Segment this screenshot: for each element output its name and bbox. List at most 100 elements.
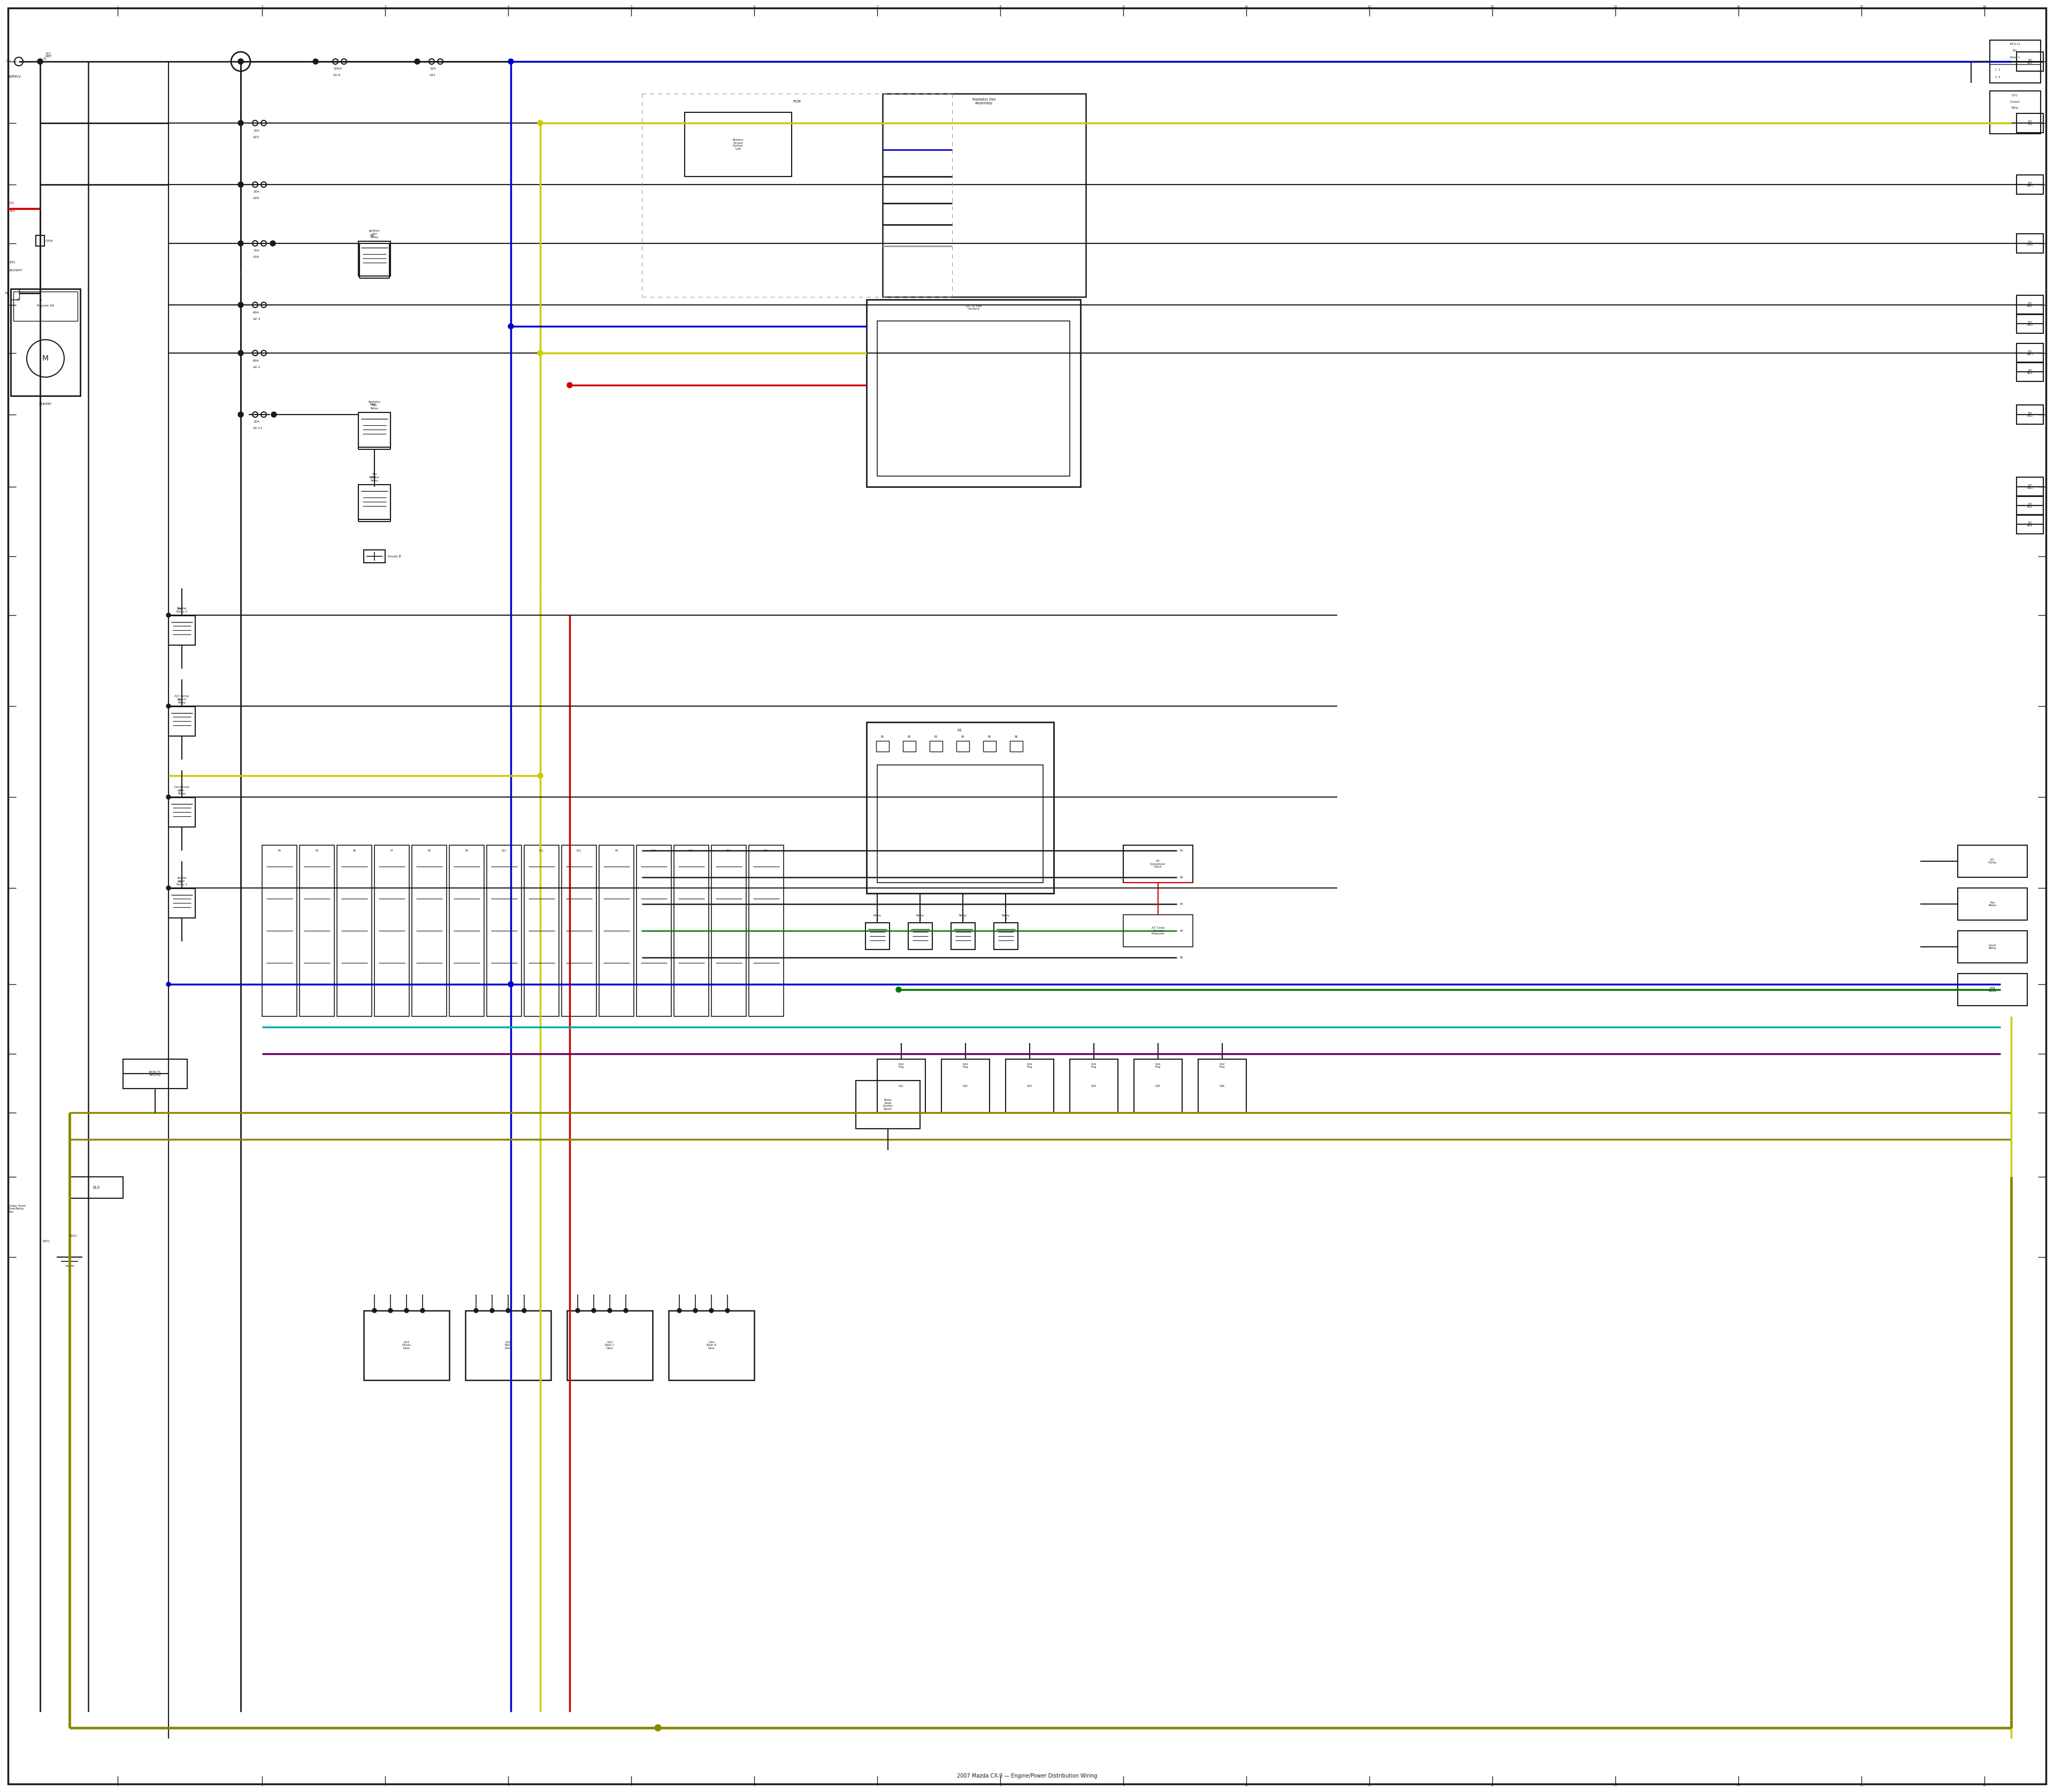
Text: Diode B: Diode B: [388, 556, 401, 557]
Bar: [951, 923, 976, 950]
Bar: [567, 1310, 653, 1380]
Bar: [877, 740, 889, 751]
Circle shape: [538, 351, 542, 357]
Text: P4: P4: [614, 849, 618, 851]
Text: P4: P4: [1179, 930, 1183, 932]
Text: ELD: ELD: [92, 1186, 101, 1190]
Text: 10A: 10A: [253, 190, 259, 194]
Text: 16: 16: [1982, 1785, 1986, 1787]
Circle shape: [271, 240, 275, 246]
Bar: [1990, 91, 2040, 134]
Bar: [2017, 405, 2044, 425]
Bar: [674, 846, 709, 1016]
Circle shape: [238, 303, 242, 308]
Bar: [2017, 514, 2044, 534]
Text: M40: M40: [370, 403, 376, 407]
Bar: [14, 292, 78, 321]
Circle shape: [415, 59, 419, 65]
Bar: [1990, 39, 2040, 82]
Bar: [524, 846, 559, 1016]
Bar: [637, 846, 672, 1016]
Text: [E]
WHT: [E] WHT: [2027, 349, 2033, 357]
Bar: [1011, 740, 1023, 751]
Circle shape: [507, 982, 514, 987]
Text: 16: 16: [1982, 5, 1986, 7]
Bar: [2017, 496, 2044, 514]
Text: A16: A16: [253, 256, 259, 258]
Bar: [957, 740, 969, 751]
Text: Radiator Fan
Assembly: Radiator Fan Assembly: [972, 99, 996, 106]
Text: B3: B3: [935, 735, 939, 738]
Circle shape: [592, 1308, 596, 1314]
Text: P15: P15: [725, 849, 731, 851]
Circle shape: [238, 59, 242, 65]
Text: Relay
2: Relay 2: [916, 914, 924, 919]
Circle shape: [166, 704, 170, 708]
Circle shape: [37, 59, 43, 65]
Text: Current: Current: [2011, 100, 2019, 102]
Text: Condenser
Fan
Relay: Condenser Fan Relay: [175, 787, 189, 796]
Text: A29: A29: [253, 197, 259, 199]
Text: P10: P10: [501, 849, 507, 851]
Text: [E]
GRN: [E] GRN: [2027, 240, 2033, 246]
Bar: [364, 1310, 450, 1380]
Text: 14: 14: [1736, 1785, 1740, 1787]
Text: PCM: PCM: [793, 100, 801, 104]
Text: [E]
BLK: [E] BLK: [2027, 303, 2033, 308]
Bar: [413, 846, 446, 1016]
Text: 15A: 15A: [253, 129, 259, 133]
Bar: [70, 1177, 123, 1199]
Bar: [2017, 344, 2044, 362]
Bar: [263, 846, 298, 1016]
Bar: [670, 1310, 754, 1380]
Text: Relay
3: Relay 3: [959, 914, 967, 919]
Text: B1: B1: [881, 735, 885, 738]
Bar: [168, 797, 195, 826]
Text: [EJ]: [EJ]: [8, 202, 14, 204]
Text: 12: 12: [1491, 1785, 1493, 1787]
Text: Gnd
Plug: Gnd Plug: [1091, 1063, 1097, 1068]
Text: M41: M41: [177, 699, 183, 701]
Text: 60A: 60A: [253, 358, 259, 362]
Text: G01
Driver
Door: G01 Driver Door: [403, 1340, 411, 1349]
Text: M40: M40: [177, 607, 183, 609]
Bar: [750, 846, 785, 1016]
Text: Fan
Relay: Fan Relay: [1988, 901, 1996, 907]
Text: 11: 11: [1368, 5, 1372, 7]
Text: [E]
WHT: [E] WHT: [2027, 181, 2033, 188]
Bar: [1957, 930, 2027, 962]
Bar: [1957, 846, 2027, 878]
Text: Relay: Relay: [2011, 108, 2019, 109]
Text: 13: 13: [1614, 5, 1616, 7]
Bar: [357, 412, 390, 448]
Text: 60A: 60A: [253, 312, 259, 314]
Text: G04
Rear R
Door: G04 Rear R Door: [707, 1340, 717, 1349]
Text: 15A: 15A: [253, 249, 259, 253]
Bar: [35, 235, 45, 246]
Bar: [600, 846, 635, 1016]
Bar: [1134, 1059, 1183, 1113]
Circle shape: [575, 1308, 579, 1314]
Text: Magnetic SW: Magnetic SW: [37, 305, 53, 306]
Bar: [487, 846, 522, 1016]
Bar: [466, 1310, 550, 1380]
Text: A2-3: A2-3: [253, 317, 261, 321]
Bar: [857, 1081, 920, 1129]
Text: [E]
BLU: [E] BLU: [2027, 59, 2033, 65]
Circle shape: [238, 120, 242, 125]
Circle shape: [37, 59, 43, 65]
Text: G02
Pass
Door: G02 Pass Door: [505, 1340, 511, 1349]
Text: GT-G: GT-G: [2011, 93, 2019, 97]
Bar: [865, 923, 889, 950]
Bar: [337, 846, 372, 1016]
Bar: [867, 722, 1054, 894]
Text: Fan
Control
Relay: Fan Control Relay: [370, 473, 380, 482]
Bar: [450, 846, 485, 1016]
Text: (+): (+): [6, 59, 10, 61]
Text: P3: P3: [1179, 903, 1183, 905]
Text: C408: C408: [45, 240, 53, 242]
Circle shape: [505, 1308, 509, 1314]
Text: Battery: Battery: [6, 75, 21, 79]
Text: G001: G001: [70, 1235, 78, 1236]
Text: 10: 10: [1245, 5, 1249, 7]
